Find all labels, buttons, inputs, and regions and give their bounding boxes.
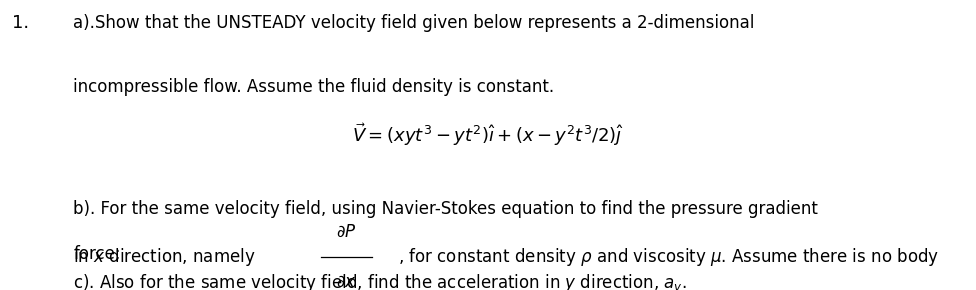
Text: $\partial x$: $\partial x$ bbox=[336, 273, 357, 290]
Text: c). Also for the same velocity field, find the acceleration in $y$ direction, $a: c). Also for the same velocity field, fi… bbox=[73, 273, 687, 290]
Text: b). For the same velocity field, using Navier-Stokes equation to find the pressu: b). For the same velocity field, using N… bbox=[73, 200, 818, 218]
Text: in $x$ direction, namely: in $x$ direction, namely bbox=[73, 246, 256, 268]
Text: $\partial P$: $\partial P$ bbox=[336, 223, 357, 241]
Text: incompressible flow. Assume the fluid density is constant.: incompressible flow. Assume the fluid de… bbox=[73, 78, 554, 96]
Text: , for constant density $\rho$ and viscosity $\mu$. Assume there is no body: , for constant density $\rho$ and viscos… bbox=[398, 246, 940, 268]
Text: a).Show that the UNSTEADY velocity field given below represents a 2-dimensional: a).Show that the UNSTEADY velocity field… bbox=[73, 14, 754, 32]
Text: 1.: 1. bbox=[12, 14, 29, 32]
Text: force;: force; bbox=[73, 245, 121, 263]
Text: $\vec{V} = (xyt^3 - yt^2)\hat{\imath} + (x - y^2t^3/2)\hat{\jmath}$: $\vec{V} = (xyt^3 - yt^2)\hat{\imath} + … bbox=[352, 122, 624, 148]
